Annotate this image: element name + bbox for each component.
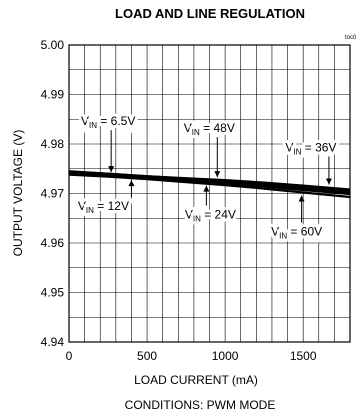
annotation-arrowhead <box>203 185 210 192</box>
annotation-arrowhead <box>108 166 115 173</box>
x-tick-label: 1500 <box>290 349 317 363</box>
chart-title: LOAD AND LINE REGULATION <box>115 6 305 21</box>
y-tick-label: 4.97 <box>41 187 65 201</box>
x-tick-label: 0 <box>66 349 73 363</box>
y-tick-label: 4.95 <box>41 286 65 300</box>
series-lines <box>68 170 351 199</box>
annotation-arrowhead <box>298 195 305 202</box>
y-tick-label: 5.00 <box>41 38 65 52</box>
annotation-label: VIN = 36V <box>285 141 336 157</box>
conditions-note: CONDITIONS: PWM MODE <box>125 398 276 412</box>
annotation-label: VIN = 6.5V <box>81 114 135 130</box>
corner-tag: toc0 <box>345 35 357 41</box>
x-axis-label: LOAD CURRENT (mA) <box>134 373 258 387</box>
annotation-label: VIN = 48V <box>184 121 235 137</box>
series-line <box>68 170 351 192</box>
y-axis-label: OUTPUT VOLTAGE (V) <box>11 130 25 257</box>
y-tick-label: 4.99 <box>41 88 65 102</box>
annotation-arrowhead <box>128 180 135 187</box>
x-tick-label: 500 <box>137 349 157 363</box>
series-line <box>68 173 351 199</box>
y-tick-label: 4.96 <box>41 236 65 250</box>
x-tick-label: 1000 <box>212 349 239 363</box>
annotation-label: VIN = 60V <box>271 225 322 241</box>
axis-tick-labels: 0 500 1000 1500 4.94 4.95 4.96 4.97 4.98 4.99 5.00 <box>41 38 317 363</box>
annotation-arrowhead <box>214 171 221 178</box>
annotation-label: VIN = 24V <box>185 208 236 224</box>
annotation-arrowhead <box>325 178 332 185</box>
y-tick-label: 4.94 <box>41 335 65 349</box>
annotation-label: VIN = 12V <box>78 199 129 215</box>
y-tick-label: 4.98 <box>41 137 65 151</box>
series-annotations: VIN = 6.5V VIN = 48V VIN = 36V VIN = 12V VIN… <box>75 111 340 243</box>
